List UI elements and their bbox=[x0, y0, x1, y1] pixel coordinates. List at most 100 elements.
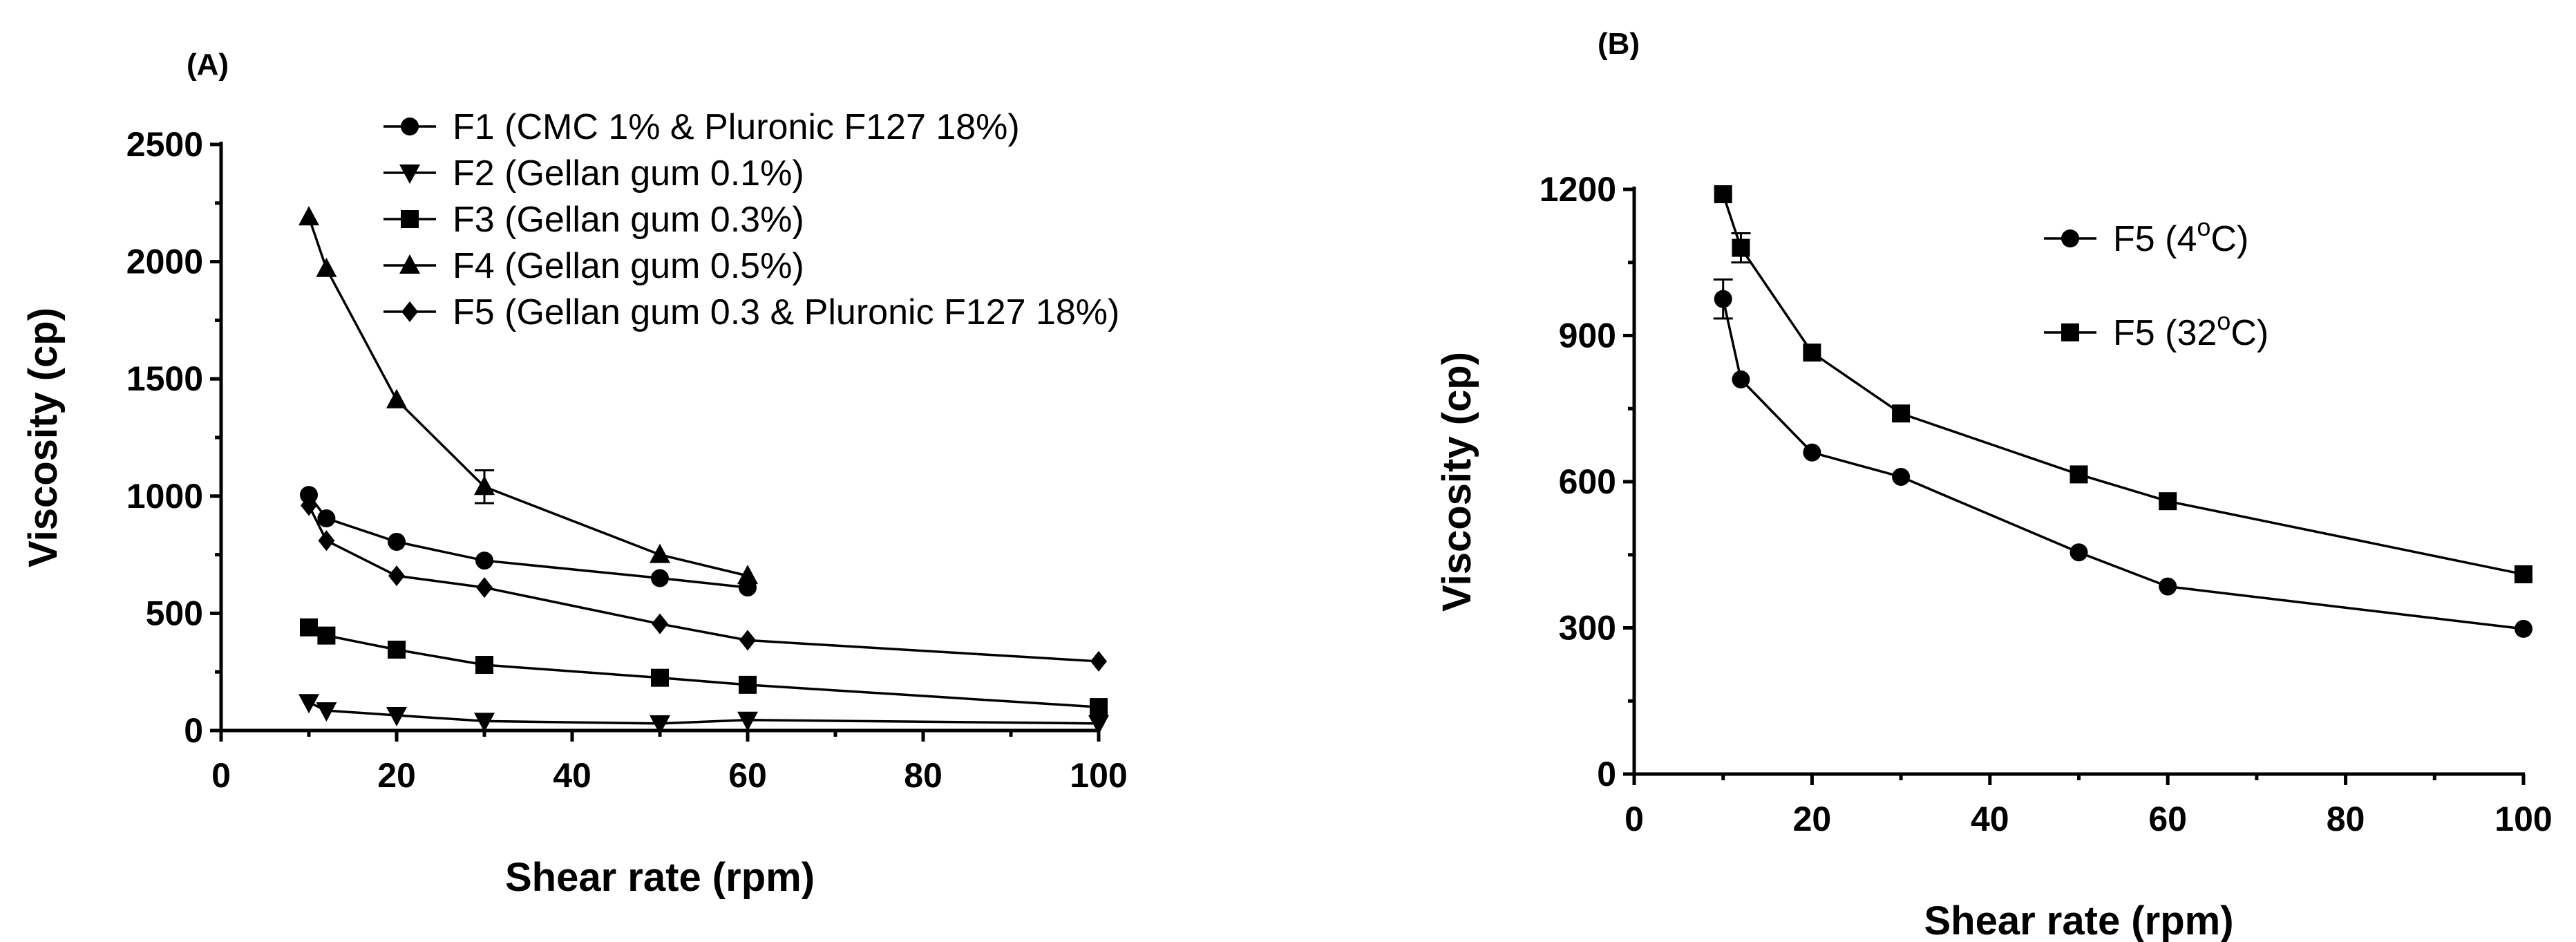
legend-entry: F2 (Gellan gum 0.1%) bbox=[383, 153, 804, 194]
y-axis-label: Viscosity (cp) bbox=[1434, 352, 1479, 612]
series-line bbox=[307, 216, 748, 577]
legend-label: F3 (Gellan gum 0.3%) bbox=[453, 200, 804, 240]
data-point bbox=[317, 626, 336, 645]
x-tick-label: 20 bbox=[377, 756, 416, 795]
data-point bbox=[651, 569, 669, 587]
x-tick-label: 40 bbox=[1971, 800, 2009, 838]
x-tick-label: 100 bbox=[1070, 756, 1127, 795]
panel-a-chart: (A) 0 500 1000 1500 2000 2500 0 20 40 60 80 100 Shear… bbox=[21, 48, 1128, 900]
data-point bbox=[316, 257, 337, 277]
x-tick-label: 40 bbox=[553, 756, 591, 795]
data-point bbox=[317, 509, 336, 528]
legend-entry: F5 (32oC) bbox=[2044, 307, 2269, 353]
data-point bbox=[652, 613, 668, 634]
series-1 bbox=[1713, 278, 2532, 638]
data-point bbox=[2515, 565, 2532, 583]
data-point bbox=[2515, 619, 2532, 638]
data-point bbox=[2070, 543, 2088, 562]
x-tick-label: 60 bbox=[2148, 800, 2187, 838]
legend-marker bbox=[2061, 229, 2079, 247]
y-axis-label: Viscosity (cp) bbox=[21, 308, 66, 567]
panel-label: (B) bbox=[1598, 27, 1640, 61]
data-point bbox=[1892, 467, 1911, 486]
series-line bbox=[308, 626, 1099, 708]
data-point bbox=[1892, 404, 1911, 423]
series-4 bbox=[299, 206, 758, 585]
y-tick-label: 500 bbox=[146, 594, 203, 632]
panel-b-chart: (B) 0 300 600 900 1200 0 20 40 60 80 100 Shear rate … bbox=[1434, 27, 2553, 942]
legend-label-tail: C) bbox=[2210, 219, 2248, 259]
legend-label: F2 (Gellan gum 0.1%) bbox=[453, 153, 804, 194]
legend-marker bbox=[399, 164, 420, 184]
data-point bbox=[1714, 185, 1732, 204]
data-point bbox=[388, 532, 406, 551]
data-point bbox=[301, 495, 317, 516]
legend-marker bbox=[399, 254, 420, 274]
data-point bbox=[386, 388, 407, 408]
legend-label-text: F5 (32 bbox=[2113, 313, 2217, 353]
legend-marker bbox=[401, 210, 419, 228]
y-tick-label: 0 bbox=[1597, 755, 1616, 793]
series-2 bbox=[299, 694, 1109, 735]
data-point bbox=[300, 618, 318, 637]
y-tick-label: 900 bbox=[1559, 317, 1616, 355]
panel-label: (A) bbox=[187, 48, 229, 82]
x-tick-label: 20 bbox=[1793, 800, 1832, 838]
y-tick-label: 2000 bbox=[126, 243, 203, 281]
data-point bbox=[739, 630, 756, 651]
x-tick-label: 100 bbox=[2494, 800, 2552, 838]
data-point bbox=[299, 206, 319, 226]
legend-marker bbox=[2061, 323, 2079, 341]
y-tick-label: 1000 bbox=[126, 477, 203, 516]
data-point bbox=[650, 543, 670, 563]
y-tick-label: 1200 bbox=[1540, 170, 1616, 209]
legend-label: F5 (32oC) bbox=[2113, 307, 2269, 353]
legend-entry: F3 (Gellan gum 0.3%) bbox=[383, 200, 804, 240]
x-axis-label: Shear rate (rpm) bbox=[1924, 898, 2233, 942]
x-tick-label: 60 bbox=[728, 756, 767, 795]
legend-label-superscript: o bbox=[2197, 213, 2210, 241]
data-point bbox=[475, 552, 493, 570]
series-line bbox=[308, 701, 1099, 725]
data-point bbox=[737, 565, 758, 585]
series-5 bbox=[301, 495, 1107, 672]
data-point bbox=[318, 530, 335, 552]
x-tick-label: 80 bbox=[904, 756, 943, 795]
y-tick-label: 1500 bbox=[126, 359, 203, 398]
data-point bbox=[300, 486, 318, 505]
data-point bbox=[1090, 698, 1108, 717]
data-point bbox=[2070, 465, 2088, 484]
legend-marker bbox=[401, 117, 419, 135]
data-point bbox=[737, 711, 758, 731]
data-point bbox=[475, 656, 493, 675]
legend-entry: F5 (Gellan gum 0.3 & Pluronic F127 18%) bbox=[383, 292, 1119, 332]
legend-entry: F5 (4oC) bbox=[2044, 213, 2248, 259]
data-point bbox=[388, 640, 406, 659]
data-point bbox=[650, 715, 670, 735]
data-point bbox=[476, 577, 493, 599]
data-point bbox=[474, 713, 495, 733]
data-point bbox=[1732, 370, 1750, 388]
data-point bbox=[474, 475, 495, 496]
legend-entry: F4 (Gellan gum 0.5%) bbox=[383, 246, 804, 286]
x-tick-label: 0 bbox=[211, 756, 231, 795]
legend-label-superscript: o bbox=[2217, 307, 2231, 335]
y-tick-label: 600 bbox=[1559, 462, 1616, 501]
legend-label-text: F5 (Gellan gum 0.3 & Pluronic F127 18%) bbox=[453, 292, 1119, 332]
x-tick-label: 80 bbox=[2327, 800, 2365, 838]
data-point bbox=[1732, 238, 1750, 257]
series-3 bbox=[300, 618, 1108, 717]
legend-marker bbox=[401, 301, 418, 322]
y-tick-label: 0 bbox=[184, 711, 203, 750]
data-point bbox=[2159, 492, 2177, 511]
x-tick-label: 0 bbox=[1625, 800, 1644, 838]
data-point bbox=[651, 668, 669, 687]
data-point bbox=[299, 694, 319, 714]
data-point bbox=[1090, 650, 1107, 672]
data-point bbox=[1803, 343, 1821, 362]
data-point bbox=[316, 702, 337, 722]
y-tick-label: 2500 bbox=[126, 125, 203, 164]
legend-label-tail: C) bbox=[2231, 313, 2269, 353]
data-point bbox=[1714, 290, 1732, 308]
